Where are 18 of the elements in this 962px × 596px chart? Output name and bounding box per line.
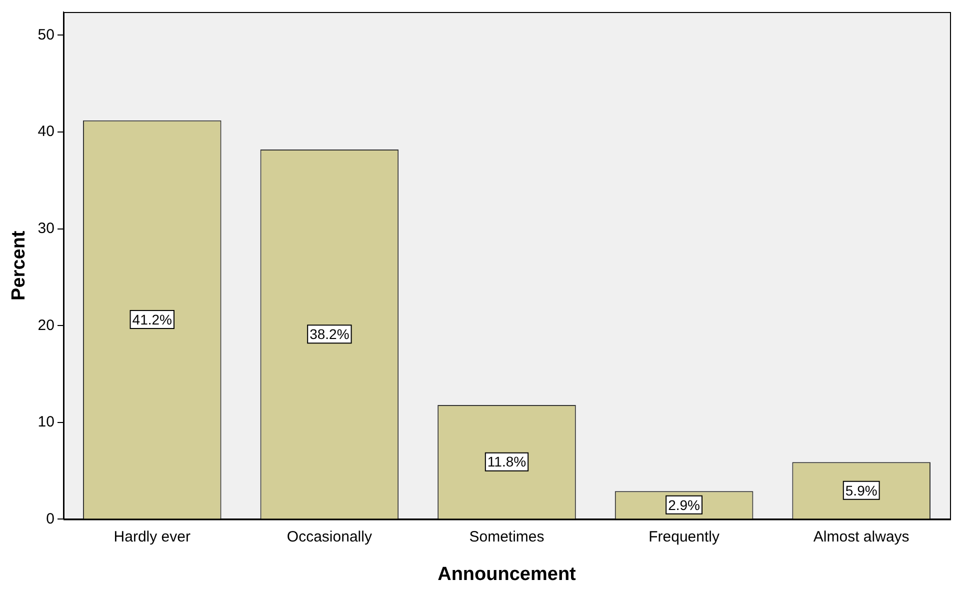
data-label: 41.2% <box>132 311 172 328</box>
y-tick-label: 50 <box>38 26 54 44</box>
data-label: 11.8% <box>487 454 526 470</box>
data-label: 5.9% <box>845 482 878 498</box>
y-axis-title: Percent <box>8 230 30 300</box>
x-tick-label: Frequently <box>648 528 720 546</box>
y-tick-label: 0 <box>46 510 54 528</box>
y-tick-label: 20 <box>38 316 54 334</box>
y-tick-label: 30 <box>38 220 54 237</box>
x-tick-label: Hardly ever <box>114 528 190 546</box>
x-tick-label: Almost always <box>813 528 910 546</box>
data-label: 38.2% <box>310 326 350 342</box>
y-tick-label: 40 <box>38 123 54 140</box>
x-axis-title: Announcement <box>438 564 577 585</box>
x-tick-label: Occasionally <box>286 528 372 546</box>
data-label: 2.9% <box>668 496 700 513</box>
x-tick-label: Sometimes <box>469 528 544 546</box>
y-tick-label: 10 <box>38 414 54 431</box>
